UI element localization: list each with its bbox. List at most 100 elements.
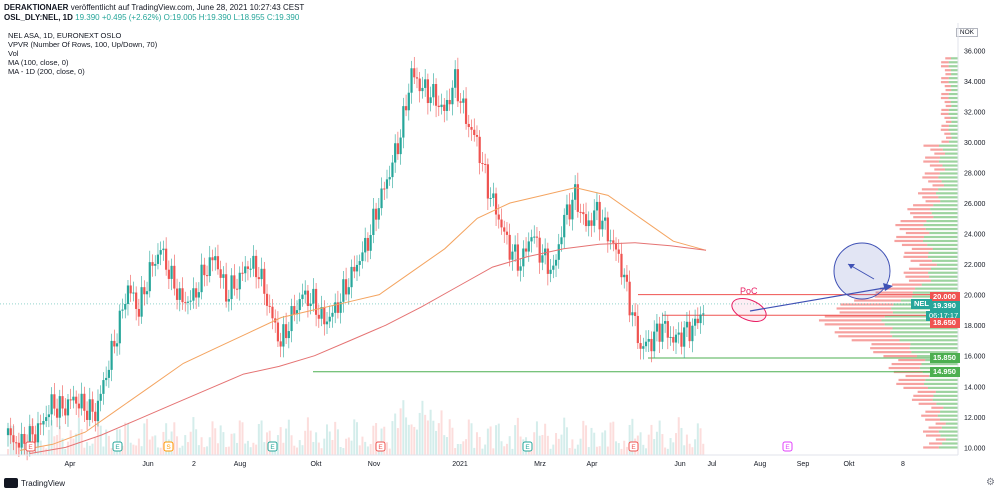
footer-brand[interactable]: TradingView [4,478,65,488]
candle-body [631,312,634,316]
vpvr-up-bar [948,140,958,143]
candle-body [195,288,198,298]
candle-body [290,306,293,332]
candle-body [426,79,429,104]
candle-body [301,294,304,300]
candle-body [683,327,686,347]
candle-body [156,254,160,264]
candle-body [524,248,528,252]
vpvr-down-bar [940,112,949,116]
vpvr-up-bar [939,144,958,147]
candle-body [377,208,380,220]
vpvr-down-bar [898,378,926,382]
volume-bar [91,443,94,455]
volume-bar [64,448,67,455]
vpvr-down-bar [931,406,944,409]
candle-body [255,255,258,278]
poc-ellipse[interactable] [729,294,770,326]
candle-body [380,188,383,209]
volume-bar [208,437,211,455]
time-tick-label: Okt [311,461,322,468]
vpvr-up-bar [945,438,958,441]
volume-bar [178,447,181,455]
vpvr-down-bar [945,88,952,92]
vpvr-down-bar [925,410,941,413]
volume-bar [298,440,301,455]
candle-body [565,204,569,215]
candle-body [178,288,181,300]
vpvr-up-bar [915,287,958,290]
candles [6,56,705,461]
legend-ma200[interactable]: MA - 1D (200, close, 0) [8,67,85,76]
volume-bar [206,446,209,455]
candle-body [595,201,599,211]
volume-bar [151,436,154,455]
candle-body [102,380,105,394]
vpvr-up-bar [944,168,958,171]
candle-body [642,346,645,349]
volume-bar [58,425,61,455]
volume-bar [672,442,675,455]
legend-vol[interactable]: Vol [8,49,19,58]
legend-vpvr[interactable]: VPVR (Number Of Rows, 100, Up/Down, 70) [8,40,158,49]
price-tick-label: 30.000 [964,140,986,147]
price-tick-label: 20.000 [964,293,986,300]
vpvr-up-bar [938,430,958,433]
gear-icon[interactable]: ⚙ [986,477,995,488]
legend-ma100[interactable]: MA (100, close, 0) [8,58,69,67]
candle-body [383,188,386,190]
vpvr-up-bar [892,327,958,330]
candle-body [693,318,697,326]
vpvr-up-bar [948,128,958,131]
legend-title[interactable]: NEL ASA, 1D, EURONEXT OSLO [8,31,122,40]
vpvr-up-bar [940,200,958,203]
vpvr-down-bar [941,92,949,96]
vpvr-down-bar [935,438,946,441]
vpvr-down-bar [911,398,933,401]
candle-body [410,68,413,93]
price-tick-label: 10.000 [964,445,986,452]
currency-button[interactable]: NOK [955,28,978,37]
candle-body [535,236,539,238]
volume-bar [249,447,252,455]
vpvr-down-bar [940,81,949,84]
candle-body [563,214,566,238]
vpvr-up-bar [890,331,958,334]
arrow-line[interactable] [749,286,891,312]
candle-body [541,255,544,263]
volume-bar [508,436,511,455]
candle-body [36,423,40,443]
drawings[interactable]: PoC [729,242,893,326]
volume-profile [818,57,958,449]
candle-body [664,321,667,324]
vpvr-down-bar [903,271,929,274]
vpvr-up-bar [931,279,958,282]
price-tag-1495: 14.950 [930,367,960,377]
time-axis[interactable]: Apr Jun 2 Aug Okt Nov 2021 Mrz Apr Jun Jul Aug Sep Ok… [0,454,958,468]
volume-bar [96,419,99,455]
volume-bar [606,446,609,455]
volume-bar [276,435,279,455]
volume-bar [666,448,669,455]
vpvr-up-bar [936,402,958,405]
price-chart[interactable]: 36.000 34.000 32.000 30.000 28.000 26.000 24.0… [0,23,1000,471]
volume-bar [124,422,127,455]
vpvr-up-bar [932,398,958,401]
event-marker-icon [112,441,123,452]
candle-body [107,369,110,378]
price-axis[interactable]: 36.000 34.000 32.000 30.000 28.000 26.000 24.0… [957,23,986,455]
volume-bar [328,431,331,455]
candle-body [691,325,694,342]
vpvr-down-bar [905,231,930,235]
target-circle[interactable] [833,242,891,300]
vpvr-up-bar [938,196,958,199]
volume-bar [148,439,151,455]
volume-bar [579,438,582,455]
volume-bar [612,421,615,455]
volume-bar [530,448,533,455]
vpvr-down-bar [941,124,949,127]
candle-body [137,308,140,317]
volume-bar [664,447,667,455]
volume-bar [609,422,612,455]
